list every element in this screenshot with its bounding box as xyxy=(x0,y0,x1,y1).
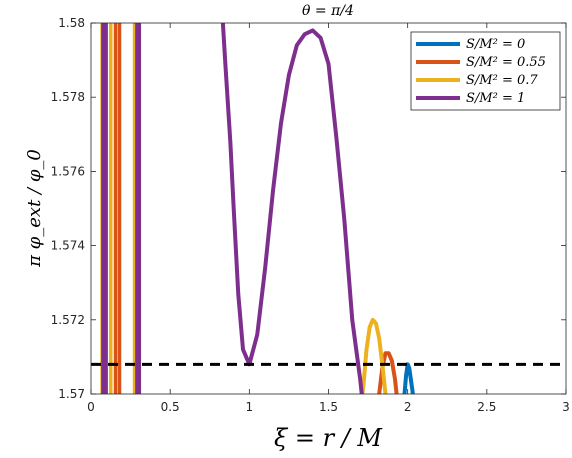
series-line-s-m-0 xyxy=(402,362,415,394)
legend-label: S/M² = 0.55 xyxy=(466,55,546,70)
x-tick-label: 3 xyxy=(562,400,570,414)
y-tick-label: 1.572 xyxy=(51,313,85,327)
y-tick-label: 1.574 xyxy=(51,239,85,253)
y-axis-label: π φ_ext / φ_0 xyxy=(24,149,45,268)
y-axis: 1.57 1.572 1.574 1.576 1.578 1.58 xyxy=(51,16,566,401)
x-tick-label: 1.5 xyxy=(319,400,338,414)
y-tick-label: 1.578 xyxy=(51,90,85,104)
y-tick-label: 1.576 xyxy=(51,164,85,178)
series-line-s-m-1 xyxy=(220,23,364,394)
x-tick-label: 2.5 xyxy=(477,400,496,414)
y-tick-label: 1.57 xyxy=(58,387,85,401)
x-axis-label: ξ = r / M xyxy=(274,424,383,452)
series-line-s-m-0-7 xyxy=(360,317,388,394)
x-tick-label: 0 xyxy=(87,400,95,414)
legend: S/M² = 0 S/M² = 0.55 S/M² = 0.7 S/M² = 1 xyxy=(410,31,561,111)
chart-title: θ = π/4 xyxy=(302,3,354,19)
x-axis: 0 0.5 1 1.5 2 2.5 3 xyxy=(87,23,570,414)
legend-label: S/M² = 1 xyxy=(466,91,525,106)
y-tick-label: 1.58 xyxy=(58,16,85,30)
series-layer xyxy=(91,23,566,394)
legend-label: S/M² = 0 xyxy=(466,37,525,52)
legend-label: S/M² = 0.7 xyxy=(466,73,538,88)
x-tick-label: 1 xyxy=(246,400,254,414)
x-tick-label: 0.5 xyxy=(161,400,180,414)
x-tick-label: 2 xyxy=(404,400,412,414)
